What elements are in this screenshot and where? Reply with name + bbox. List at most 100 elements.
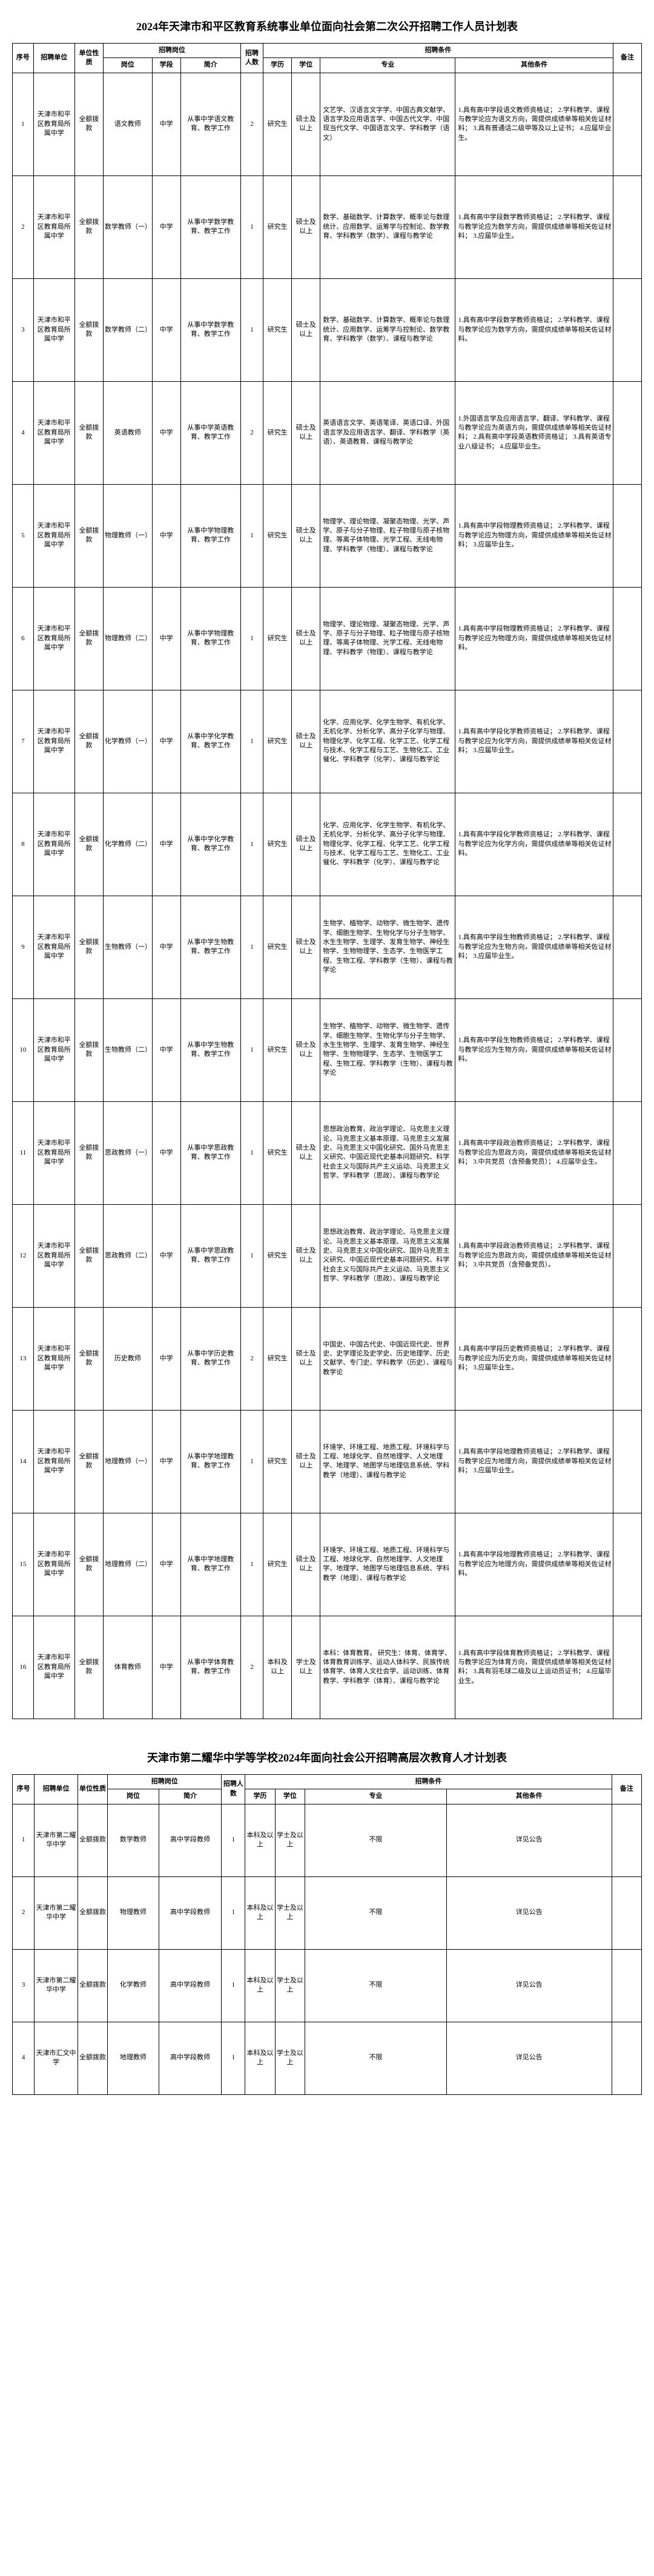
cell-nature: 全额拨款 [78, 1876, 107, 1949]
cell-degree: 硕士及以上 [292, 1307, 320, 1410]
cell-brief: 高中学段教师 [159, 1804, 222, 1876]
cell-post: 历史教师 [104, 1307, 153, 1410]
cell-brief: 从事中学物理教育、教学工作 [180, 587, 240, 690]
cell-seq: 4 [13, 2022, 35, 2094]
th2-count: 招聘人数 [222, 1774, 245, 1804]
cell-other: 1.具有高中学段物理教师资格证； 2.学科教学、课程与教学论应为物理方向，需提供… [455, 587, 613, 690]
cell-other: 1.具有高中学段政治教师资格证； 2.学科教学、课程与教学论应为思政方向，需提供… [455, 1204, 613, 1307]
table2-body: 1天津市第二耀华中学全额拨款数学教师高中学段教师1本科及以上学士及以上不限详见公… [13, 1804, 642, 2094]
cell-major: 物理学、理论物理、凝聚态物理、光学、声学、原子与分子物理、粒子物理与原子核物理、… [320, 484, 455, 587]
cell-nature: 全额拨款 [78, 1949, 107, 2022]
cell-post: 物理教师（一） [104, 484, 153, 587]
cell-post: 地理教师 [108, 2022, 159, 2094]
cell-level: 中学 [152, 1307, 180, 1410]
th2-edu: 学历 [245, 1789, 275, 1804]
cell-unit: 天津市和平区教育局所属中学 [33, 1307, 74, 1410]
cell-post: 生物教师（二） [104, 998, 153, 1101]
table1-body: 1天津市和平区教育局所属中学全额拨款语文教师中学从事中学语文教育、教学工作2研究… [13, 73, 642, 1719]
cell-seq: 13 [13, 1307, 34, 1410]
cell-other: 1.具有高中学段政治教师资格证； 2.学科教学、课程与教学论应为思政方向，需提供… [455, 1101, 613, 1204]
th2-degree: 学位 [275, 1789, 305, 1804]
cell-remark [613, 587, 641, 690]
cell-count: 2 [240, 73, 263, 175]
cell-brief: 从事中学英语教育、教学工作 [180, 381, 240, 484]
cell-level: 中学 [152, 587, 180, 690]
cell-remark [612, 1949, 641, 2022]
cell-unit: 天津市和平区教育局所属中学 [33, 1513, 74, 1616]
cell-nature: 全额拨款 [74, 73, 103, 175]
cell-nature: 全额拨款 [74, 896, 103, 998]
cell-level: 中学 [152, 381, 180, 484]
cell-unit: 天津市第二耀华中学 [35, 1804, 78, 1876]
cell-remark [613, 1204, 641, 1307]
cell-brief: 从事中学历史教育、教学工作 [180, 1307, 240, 1410]
table-row: 11天津市和平区教育局所属中学全额拨款思政教师（一）中学从事中学思政教育、教学工… [13, 1101, 642, 1204]
cell-post: 化学教师（一） [104, 690, 153, 793]
cell-major: 化学、应用化学、化学生物学、有机化学、无机化学、分析化学、高分子化学与物理、物理… [320, 690, 455, 793]
th-degree: 学位 [292, 58, 320, 73]
cell-unit: 天津市和平区教育局所属中学 [33, 1410, 74, 1513]
table-row: 1天津市和平区教育局所属中学全额拨款语文教师中学从事中学语文教育、教学工作2研究… [13, 73, 642, 175]
cell-unit: 天津市和平区教育局所属中学 [33, 793, 74, 896]
cell-brief: 高中学段教师 [159, 1876, 222, 1949]
cell-unit: 天津市和平区教育局所属中学 [33, 175, 74, 278]
cell-unit: 天津市和平区教育局所属中学 [33, 73, 74, 175]
cell-unit: 天津市和平区教育局所属中学 [33, 1616, 74, 1719]
cell-post: 思政教师（一） [104, 1101, 153, 1204]
cell-level: 中学 [152, 278, 180, 381]
cell-seq: 2 [13, 175, 34, 278]
cell-seq: 9 [13, 896, 34, 998]
cell-nature: 全额拨款 [74, 998, 103, 1101]
cell-major: 生物学、植物学、动物学、微生物学、遗传学、细胞生物学、生物化学与分子生物学、水生… [320, 896, 455, 998]
cell-edu: 研究生 [263, 175, 292, 278]
cell-level: 中学 [152, 1513, 180, 1616]
cell-seq: 14 [13, 1410, 34, 1513]
cell-remark [613, 175, 641, 278]
cell-brief: 从事中学思政教育、教学工作 [180, 1101, 240, 1204]
cell-degree: 硕士及以上 [292, 1513, 320, 1616]
th2-other: 其他条件 [446, 1789, 612, 1804]
cell-remark [612, 2022, 641, 2094]
cell-post: 化学教师 [108, 1949, 159, 2022]
cell-nature: 全额拨款 [74, 793, 103, 896]
cell-brief: 从事中学数学教育、教学工作 [180, 278, 240, 381]
cell-seq: 10 [13, 998, 34, 1101]
cell-edu: 本科及以上 [245, 2022, 275, 2094]
th2-unit: 招聘单位 [35, 1774, 78, 1804]
cell-nature: 全额拨款 [74, 690, 103, 793]
cell-major: 物理学、理论物理、凝聚态物理、光学、声学、原子与分子物理、粒子物理与原子核物理、… [320, 587, 455, 690]
cell-remark [613, 1616, 641, 1719]
cell-degree: 硕士及以上 [292, 484, 320, 587]
cell-nature: 全额拨款 [74, 381, 103, 484]
th-unit: 招聘单位 [33, 44, 74, 73]
cell-count: 1 [240, 587, 263, 690]
cell-unit: 天津市和平区教育局所属中学 [33, 587, 74, 690]
cell-unit: 天津市第二耀华中学 [35, 1876, 78, 1949]
cell-other: 1.具有高中学段物理教师资格证； 2.学科教学、课程与教学论应为物理方向，需提供… [455, 484, 613, 587]
th2-condition-group: 招聘条件 [245, 1774, 612, 1789]
cell-seq: 15 [13, 1513, 34, 1616]
cell-major: 不限 [305, 1949, 447, 2022]
cell-unit: 天津市和平区教育局所属中学 [33, 1204, 74, 1307]
cell-brief: 从事中学体育教育、教学工作 [180, 1616, 240, 1719]
th2-remark: 备注 [612, 1774, 641, 1804]
cell-degree: 硕士及以上 [292, 1101, 320, 1204]
cell-other: 详见公告 [446, 1804, 612, 1876]
cell-count: 1 [222, 1949, 245, 2022]
cell-post: 英语教师 [104, 381, 153, 484]
cell-remark [613, 1410, 641, 1513]
cell-brief: 从事中学化学教育、教学工作 [180, 793, 240, 896]
cell-degree: 学士及以上 [275, 1949, 305, 2022]
table-row: 12天津市和平区教育局所属中学全额拨款思政教师（二）中学从事中学思政教育、教学工… [13, 1204, 642, 1307]
cell-level: 中学 [152, 1410, 180, 1513]
cell-post: 地理教师（一） [104, 1410, 153, 1513]
cell-edu: 研究生 [263, 896, 292, 998]
th2-major: 专业 [305, 1789, 447, 1804]
cell-edu: 研究生 [263, 1307, 292, 1410]
cell-remark [613, 381, 641, 484]
table2-header: 序号 招聘单位 单位性质 招聘岗位 招聘人数 招聘条件 备注 岗位 简介 学历 … [13, 1774, 642, 1804]
cell-level: 中学 [152, 896, 180, 998]
cell-level: 中学 [152, 1616, 180, 1719]
cell-edu: 研究生 [263, 73, 292, 175]
th-level: 学段 [152, 58, 180, 73]
